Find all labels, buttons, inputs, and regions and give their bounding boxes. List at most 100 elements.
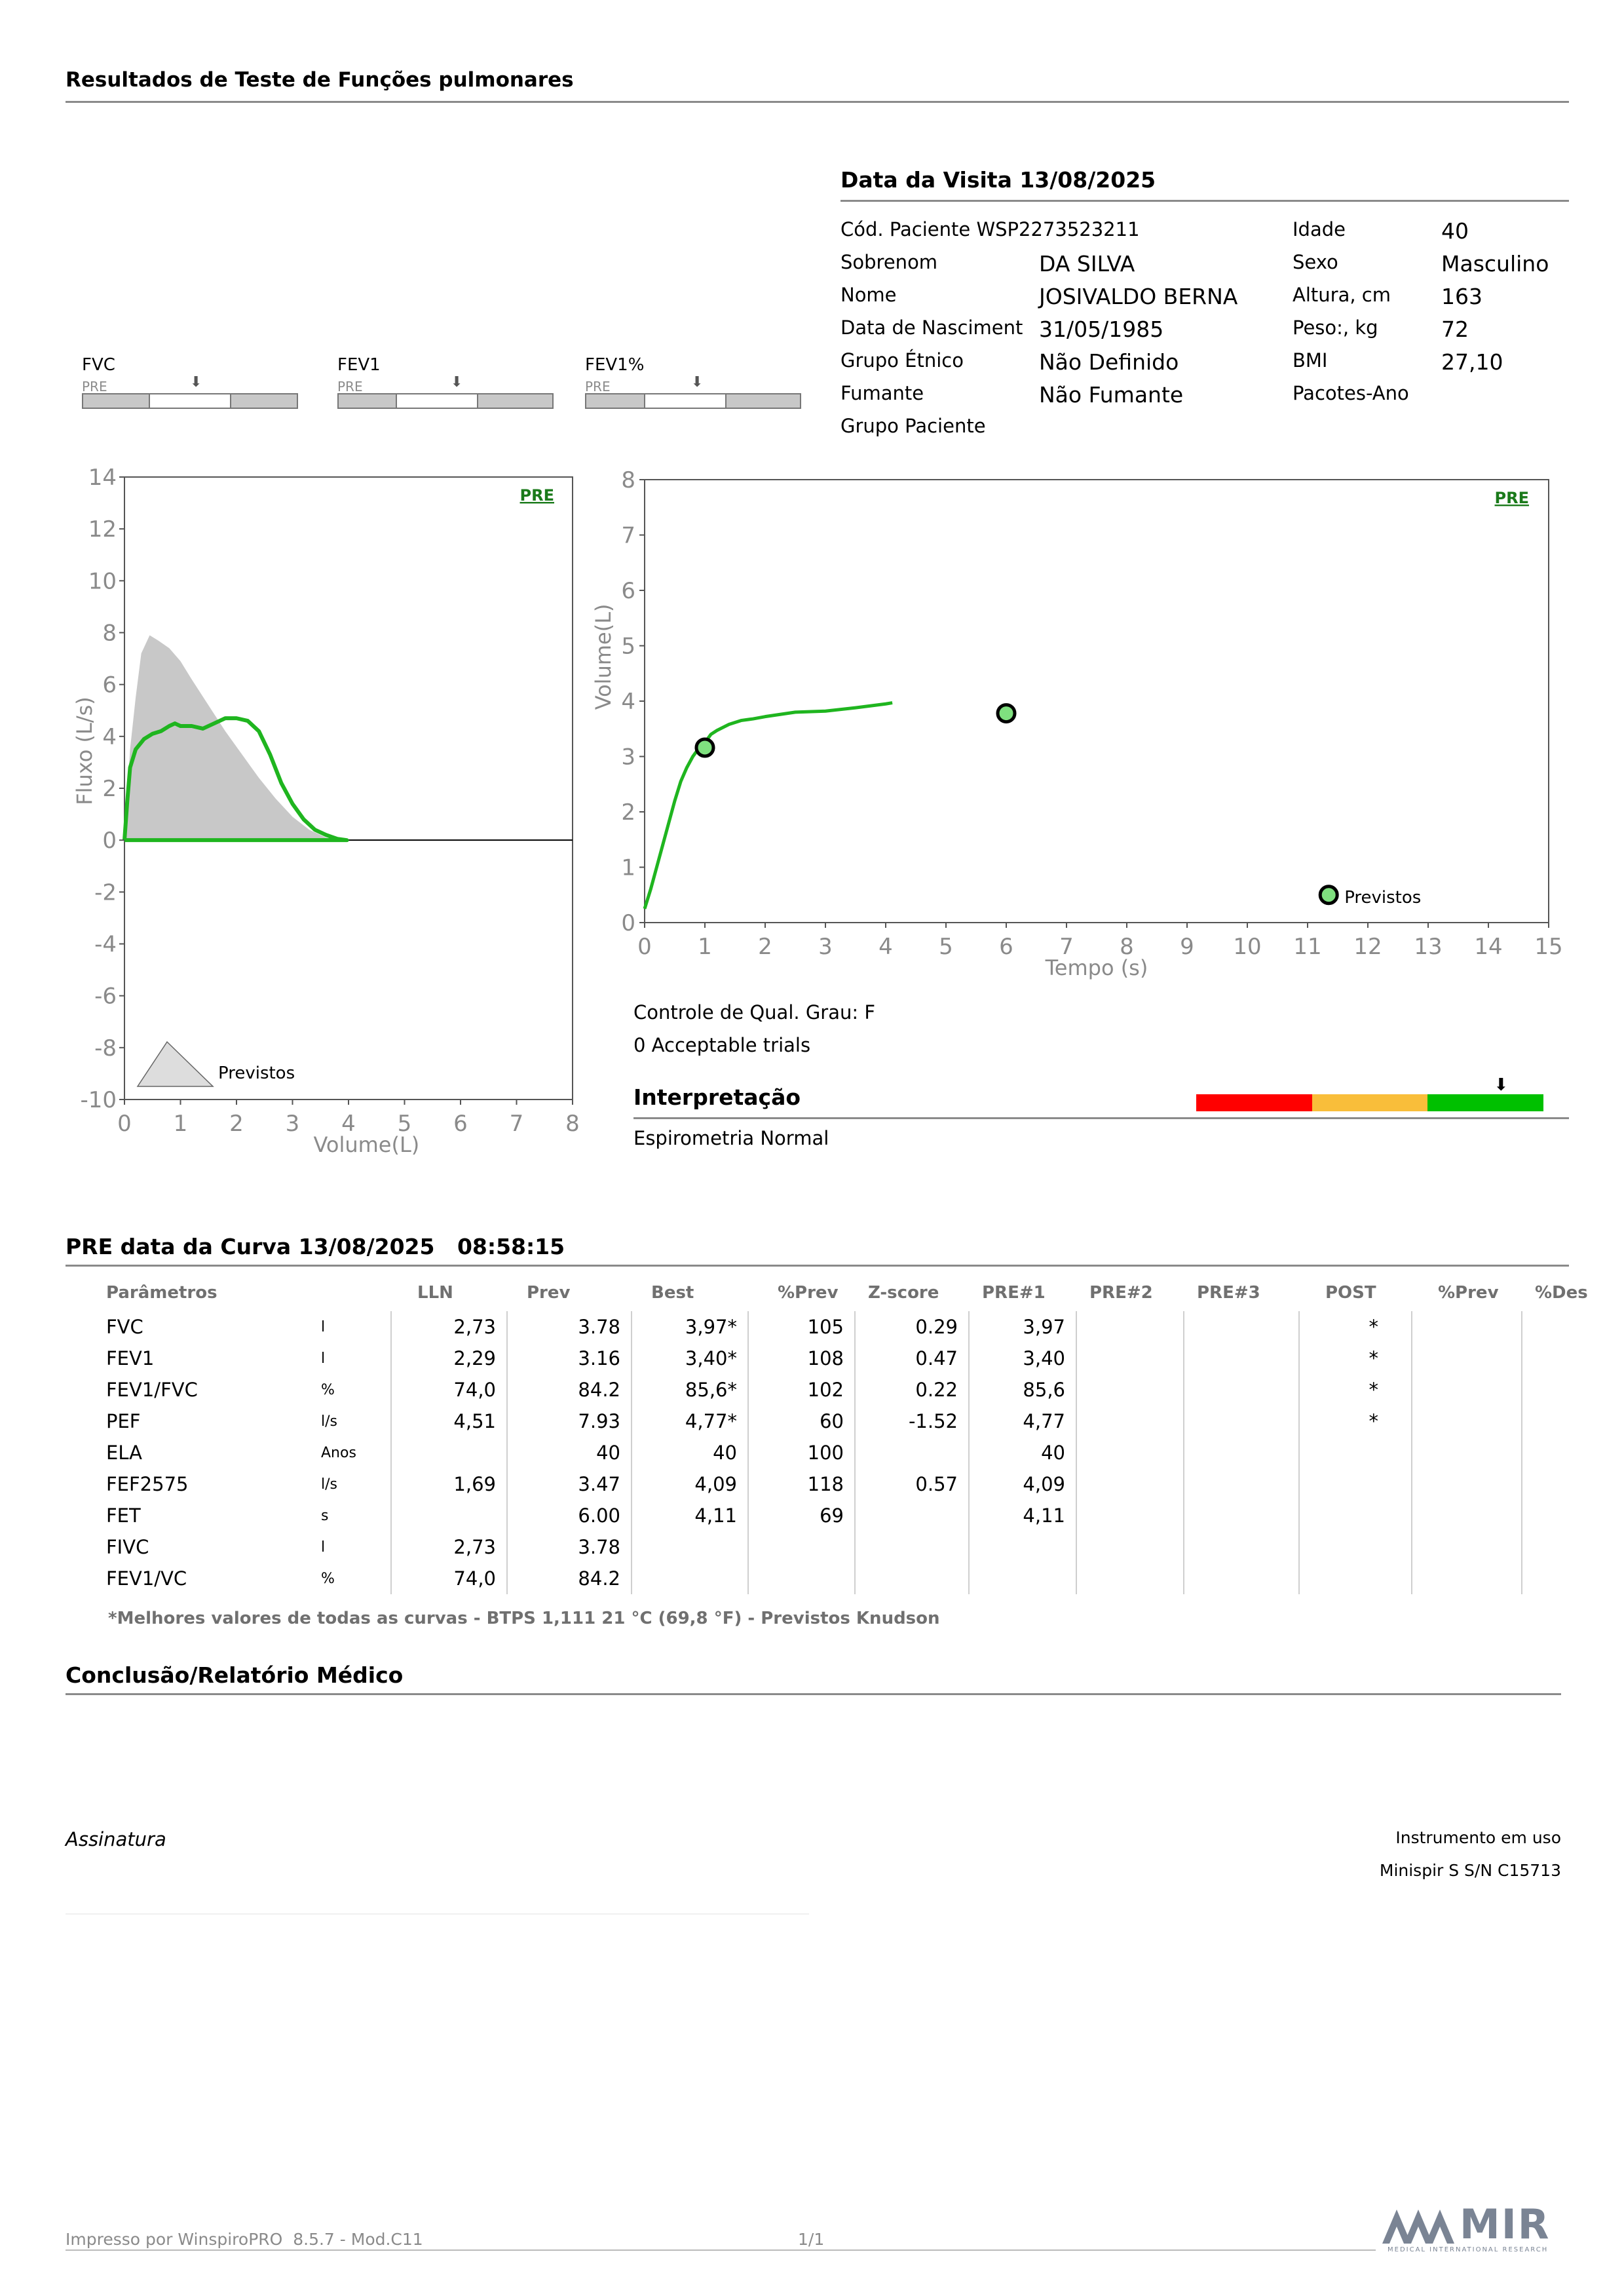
- cell-prev: 6.00: [507, 1500, 632, 1531]
- cell-pdes: [1522, 1468, 1598, 1500]
- results-note: *Melhores valores de todas as curvas - B…: [108, 1609, 940, 1628]
- cell-pre3: [1184, 1437, 1300, 1468]
- table-row: FET s 6.00 4,11 69 4,11: [66, 1500, 1598, 1531]
- cell-pre2: [1076, 1343, 1184, 1374]
- height-label: Altura, cm: [1293, 284, 1391, 306]
- age-value: 40: [1441, 218, 1469, 244]
- table-row: FEV1/FVC% 74,0 84.2 85,6* 102 0.22 85,6 *: [66, 1374, 1598, 1406]
- gauge-fev1-normal-range: [396, 394, 478, 408]
- cell-pdes: [1522, 1500, 1598, 1531]
- param-name: FIVC: [106, 1536, 149, 1558]
- surname-value: DA SILVA: [1039, 251, 1135, 277]
- header-pprev: %Prev: [778, 1283, 839, 1303]
- gauge-fvc-arrow-icon: ⬇: [190, 374, 202, 391]
- fv-x-tick-label: 5: [398, 1111, 412, 1137]
- cell-prev: 3.16: [507, 1343, 632, 1374]
- cell-pre1: 4,11: [969, 1500, 1077, 1531]
- cell-pdes: [1522, 1563, 1598, 1594]
- cell-pre3: [1184, 1468, 1300, 1500]
- vt-y-tick-label: 5: [621, 634, 635, 660]
- cell-z: 0.29: [855, 1311, 970, 1343]
- param-unit: s: [321, 1500, 392, 1531]
- cell-pre1: 85,6: [969, 1374, 1077, 1406]
- mir-logo-text: MIR: [1460, 2200, 1551, 2248]
- vt-x-tick-label: 8: [1120, 934, 1134, 960]
- cell-pre1: 4,09: [969, 1468, 1077, 1500]
- cell-prev: 40: [507, 1437, 632, 1468]
- table-row: FEF2575 l/s 1,69 3.47 4,09 118 0.57 4,09: [66, 1468, 1598, 1500]
- cell-pprev2: [1412, 1500, 1522, 1531]
- cell-pprev2: [1412, 1468, 1522, 1500]
- fv-y-tick-label: -8: [94, 1035, 117, 1062]
- footer-divider: [66, 2249, 1376, 2251]
- fv-x-axis-label: Volume(L): [313, 1132, 419, 1157]
- report-title: Resultados de Teste de Funções pulmonare…: [66, 68, 574, 92]
- cell-pre2: [1076, 1468, 1184, 1500]
- cell-pre3: [1184, 1406, 1300, 1437]
- cell-best: [632, 1563, 749, 1594]
- cell-pprev: 108: [748, 1343, 856, 1374]
- fv-x-tick-label: 3: [286, 1111, 300, 1137]
- cell-pre2: [1076, 1531, 1184, 1563]
- birth-label: Data de Nasciment: [840, 316, 1023, 339]
- vt-y-tick-label: 7: [621, 523, 635, 549]
- sex-value: Masculino: [1441, 251, 1549, 277]
- cell-z: [855, 1437, 970, 1468]
- fv-legend-icon: [136, 1041, 214, 1087]
- fv-x-tick-label: 1: [174, 1111, 188, 1137]
- header-pprev2: %Prev: [1438, 1283, 1499, 1303]
- cell-post: *: [1299, 1343, 1412, 1374]
- table-row: PEF l/s 4,51 7.93 4,77* 60 -1.52 4,77 *: [66, 1406, 1598, 1437]
- acceptable-trials: 0 Acceptable trials: [633, 1034, 811, 1056]
- footer-printed-by: Impresso por WinspiroPRO 8.5.7 - Mod.C11: [66, 2230, 423, 2249]
- cell-post: [1299, 1468, 1412, 1500]
- cell-post: *: [1299, 1374, 1412, 1406]
- fv-x-tick-label: 7: [510, 1111, 524, 1137]
- cell-pprev2: [1412, 1437, 1522, 1468]
- name-value: JOSIVALDO BERNA: [1039, 284, 1238, 309]
- vt-y-tick-label: 8: [621, 467, 635, 493]
- bmi-value: 27,10: [1441, 349, 1503, 375]
- cell-pprev2: [1412, 1563, 1522, 1594]
- quality-grade: Controle de Qual. Grau: F: [633, 1001, 876, 1024]
- vt-x-tick-label: 3: [818, 934, 833, 960]
- fv-y-tick-label: 8: [102, 621, 117, 647]
- header-pre1: PRE#1: [982, 1283, 1046, 1303]
- cell-z: 0.22: [855, 1374, 970, 1406]
- cell-pdes: [1522, 1374, 1598, 1406]
- vt-x-axis-label: Tempo (s): [1045, 955, 1148, 980]
- cell-pprev2: [1412, 1311, 1522, 1343]
- cell-lln: 74,0: [391, 1563, 508, 1594]
- cell-z: [855, 1563, 970, 1594]
- vt-y-tick-label: 4: [621, 689, 635, 715]
- cell-pprev2: [1412, 1374, 1522, 1406]
- fv-legend-label: Previstos: [218, 1063, 295, 1083]
- cell-lln: [391, 1500, 508, 1531]
- cell-pre3: [1184, 1563, 1300, 1594]
- cell-post: [1299, 1563, 1412, 1594]
- cell-pre1: 40: [969, 1437, 1077, 1468]
- cell-prev: 7.93: [507, 1406, 632, 1437]
- instrument-label: Instrumento em uso: [1395, 1828, 1561, 1847]
- vt-y-tick-label: 6: [621, 578, 635, 604]
- param-unit: l: [321, 1343, 392, 1374]
- param-unit: %: [321, 1563, 392, 1594]
- param-unit: l/s: [321, 1468, 392, 1500]
- vt-x-tick-label: 7: [1059, 934, 1074, 960]
- cell-prev: 84.2: [507, 1374, 632, 1406]
- cell-pprev: 118: [748, 1468, 856, 1500]
- cell-pprev: 102: [748, 1374, 856, 1406]
- height-value: 163: [1441, 284, 1482, 309]
- cell-lln: 4,51: [391, 1406, 508, 1437]
- vt-y-tick-label: 3: [621, 744, 635, 771]
- table-row: FEV1 l 2,29 3.16 3,40* 108 0.47 3,40 *: [66, 1343, 1598, 1374]
- vt-x-tick-label: 4: [878, 934, 893, 960]
- cell-lln: 1,69: [391, 1468, 508, 1500]
- vt-legend-label: Previstos: [1344, 888, 1421, 908]
- table-row: FVC l 2,73 3.78 3,97* 105 0.29 3,97 *: [66, 1311, 1598, 1343]
- gauge-fev1-label: FEV1: [337, 355, 381, 375]
- cell-prev: 3.78: [507, 1311, 632, 1343]
- interpretation-text: Espirometria Normal: [633, 1127, 829, 1149]
- gauge-fev1pct-label: FEV1%: [585, 355, 645, 375]
- conclusion-divider: [66, 1693, 1561, 1695]
